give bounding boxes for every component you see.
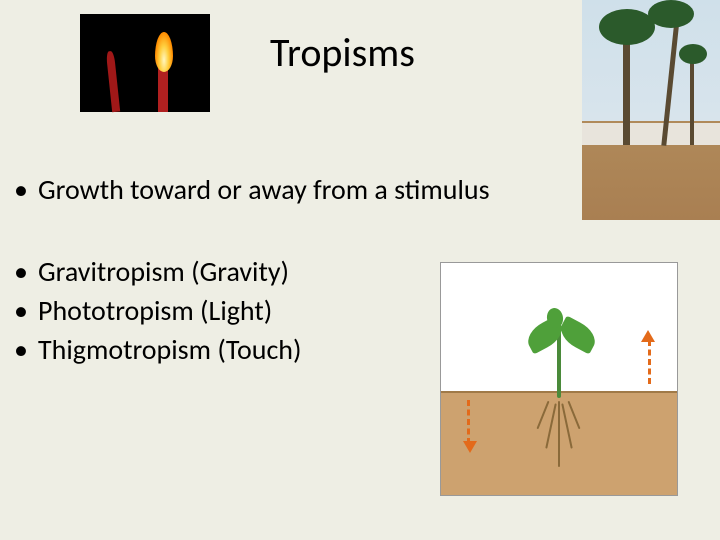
root bbox=[558, 401, 560, 467]
list-item: Phototropism (Light) bbox=[14, 293, 302, 328]
bullet-text: Thigmotropism (Touch) bbox=[38, 332, 302, 367]
small-tree bbox=[690, 57, 694, 145]
bullet-text: Phototropism (Light) bbox=[38, 293, 272, 328]
up-arrow-head-icon bbox=[641, 330, 655, 342]
seedling-frame bbox=[440, 262, 678, 496]
palm-fronds bbox=[599, 9, 655, 45]
palm-trunk bbox=[623, 31, 630, 145]
list-item: Gravitropism (Gravity) bbox=[14, 254, 302, 289]
page-title: Tropisms bbox=[270, 28, 415, 77]
flame-icon bbox=[155, 32, 173, 72]
wall bbox=[582, 123, 720, 145]
down-arrow-head-icon bbox=[463, 441, 477, 453]
list-item: Thigmotropism (Touch) bbox=[14, 332, 302, 367]
palm-bg bbox=[582, 0, 720, 220]
seedling-diagram bbox=[440, 262, 678, 496]
palm-fronds bbox=[648, 0, 694, 28]
bullet-text: Gravitropism (Gravity) bbox=[38, 254, 289, 289]
types-list: Gravitropism (Gravity) Phototropism (Lig… bbox=[14, 254, 302, 371]
up-arrow-icon bbox=[648, 340, 651, 384]
candle-curved bbox=[105, 51, 119, 112]
candle-bg bbox=[80, 14, 210, 112]
candle-image bbox=[80, 14, 210, 112]
palm-trees-image bbox=[582, 0, 720, 220]
list-item: Growth toward or away from a stimulus bbox=[14, 172, 490, 207]
definition-list: Growth toward or away from a stimulus bbox=[14, 172, 490, 211]
small-tree-top bbox=[679, 44, 707, 64]
down-arrow-icon bbox=[467, 400, 470, 444]
bullet-text: Growth toward or away from a stimulus bbox=[38, 172, 490, 207]
